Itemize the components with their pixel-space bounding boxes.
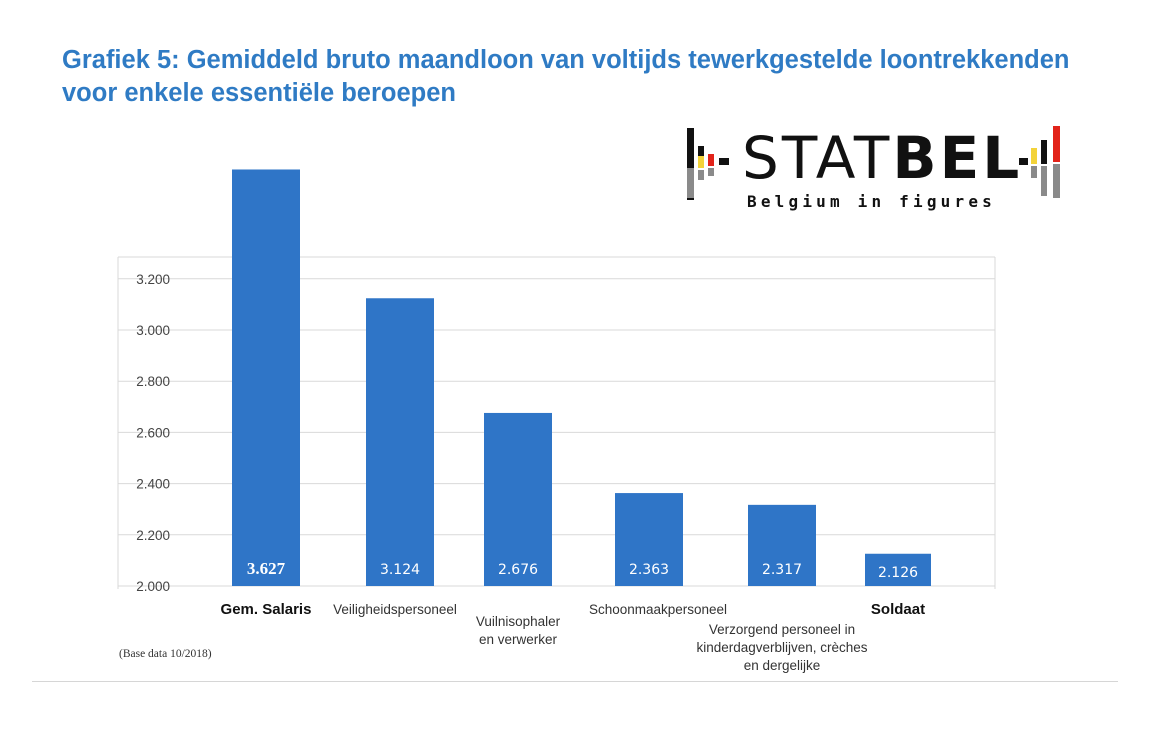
data-label: 2.676 [498,562,538,578]
y-tick-label: 2.200 [136,528,170,543]
x-category-label: Schoonmaakpersoneel [589,602,727,617]
y-tick-label: 3.200 [136,272,170,287]
bar [484,412,552,586]
x-category-label: Veiligheidspersoneel [333,602,457,617]
bar [366,298,434,586]
x-category-label: Vuilnisophaler [476,614,561,629]
bar [748,504,816,586]
y-tick-label: 3.000 [136,323,170,338]
data-label: 3.124 [380,562,420,578]
statbel-logo-icon [687,126,1060,200]
data-label: 2.317 [762,562,802,578]
data-label: 2.126 [878,565,918,581]
bottom-divider [32,681,1118,682]
y-tick-label: 2.600 [136,425,170,440]
x-category-label: en dergelijke [744,658,821,673]
data-label: 3.627 [247,559,286,578]
x-category-label: Verzorgend personeel in [709,622,855,637]
y-tick-label: 2.400 [136,477,170,492]
logo-name-light: STAT [742,124,893,192]
logo-tagline: Belgium in figures [747,192,996,211]
bar [232,169,300,586]
chart-title-line-1: Grafiek 5: Gemiddeld bruto maandloon van… [62,46,1070,74]
bar [615,493,683,586]
statbel-logo-wordmark: STATBEL [742,123,1022,193]
x-category-label: Soldaat [871,601,925,618]
chart-title: Grafiek 5: Gemiddeld bruto maandloon van… [62,44,1152,110]
data-label: 2.363 [629,562,669,578]
source-note: (Base data 10/2018) [119,648,212,660]
logo-name-bold: BEL [892,124,1023,192]
x-category-label: en verwerker [479,632,558,647]
chart-title-line-2: voor enkele essentiële beroepen [62,79,457,107]
x-category-label: Gem. Salaris [221,601,312,618]
x-category-label: kinderdagverblijven, crèches [696,640,867,655]
y-tick-label: 2.000 [136,579,170,594]
bar [865,553,931,586]
y-tick-label: 2.800 [136,374,170,389]
